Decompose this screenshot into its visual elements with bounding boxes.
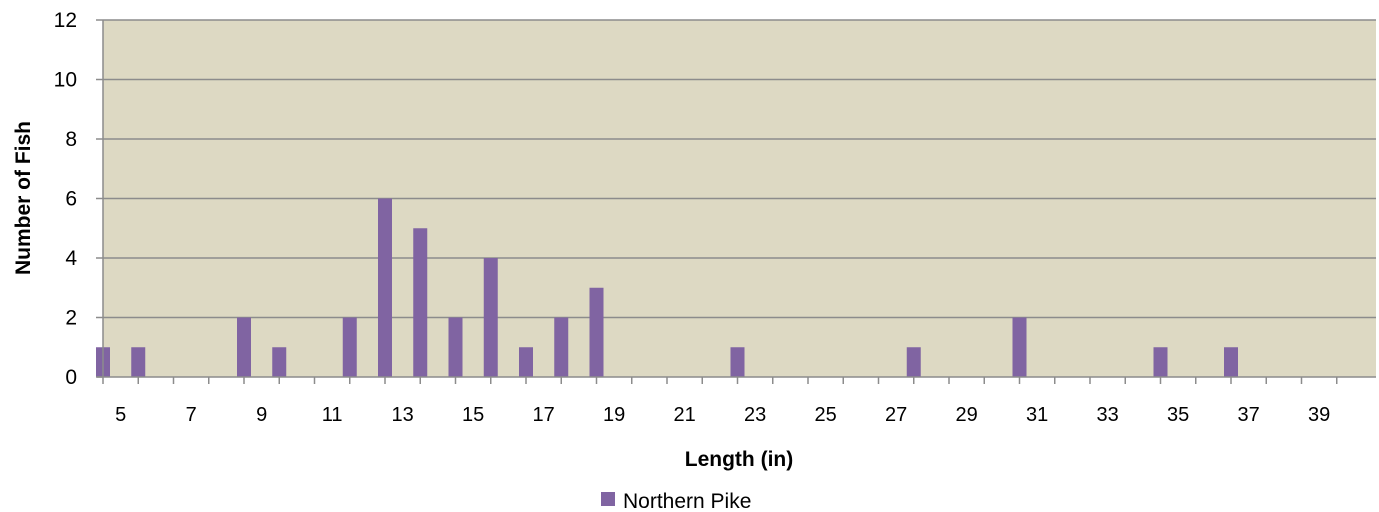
y-tick-label: 6 xyxy=(65,188,77,211)
y-tick-label: 10 xyxy=(54,69,77,92)
bar xyxy=(237,317,251,377)
bar xyxy=(730,347,745,377)
bar xyxy=(1012,317,1027,377)
bar xyxy=(1224,347,1238,377)
x-tick-label: 19 xyxy=(603,404,625,426)
x-tick-label: 21 xyxy=(674,404,696,426)
legend: Northern Pike xyxy=(601,490,751,512)
x-tick-label: 23 xyxy=(744,404,766,426)
bar xyxy=(483,258,498,377)
bar xyxy=(342,317,357,377)
y-tick-label: 4 xyxy=(65,247,77,270)
bar xyxy=(589,287,604,377)
x-tick-label: 17 xyxy=(533,404,555,426)
x-tick-label: 37 xyxy=(1238,404,1260,426)
y-tick-label: 0 xyxy=(65,366,77,389)
x-tick-label: 39 xyxy=(1308,404,1330,426)
y-axis-title: Number of Fish xyxy=(12,121,35,275)
bars xyxy=(96,198,1238,377)
x-tick-label: 13 xyxy=(392,404,414,426)
x-tick-labels: 5 7 9 11 13 15 17 19 21 23 25 27 29 31 33 35 37 39 xyxy=(115,404,1330,426)
bar xyxy=(131,347,146,377)
x-tick-label: 7 xyxy=(186,404,197,426)
x-tick-label: 35 xyxy=(1167,404,1189,426)
legend-label: Northern Pike xyxy=(623,490,751,512)
bar xyxy=(378,198,392,377)
bar xyxy=(519,347,533,377)
x-tick-label: 33 xyxy=(1097,404,1119,426)
x-tick-label: 27 xyxy=(885,404,907,426)
y-tick-label: 2 xyxy=(65,307,77,330)
y-tick-label: 12 xyxy=(54,9,77,32)
y-tick-label: 8 xyxy=(65,128,77,151)
x-tick-label: 29 xyxy=(956,404,978,426)
bar xyxy=(413,228,428,377)
bar xyxy=(906,347,921,377)
legend-swatch xyxy=(601,492,615,506)
axes xyxy=(96,19,1376,384)
y-tick-labels: 0 2 4 6 8 10 12 xyxy=(54,9,78,389)
x-tick-label: 5 xyxy=(115,404,126,426)
x-tick-label: 15 xyxy=(462,404,484,426)
x-axis-title: Length (in) xyxy=(685,448,793,471)
bar xyxy=(1153,347,1168,377)
x-tick-label: 9 xyxy=(256,404,267,426)
bar xyxy=(272,347,287,377)
x-tick-label: 25 xyxy=(815,404,837,426)
bar xyxy=(448,317,463,377)
gridlines xyxy=(103,19,1376,319)
x-tick-label: 31 xyxy=(1026,404,1048,426)
x-tick-label: 11 xyxy=(322,404,343,426)
bar xyxy=(554,317,569,377)
